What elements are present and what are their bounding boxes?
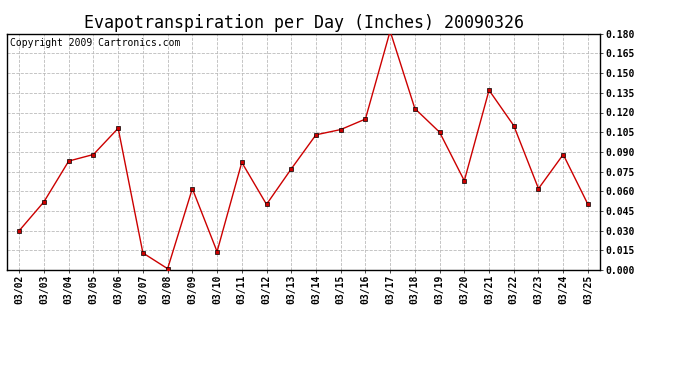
Text: Copyright 2009 Cartronics.com: Copyright 2009 Cartronics.com [10,39,180,48]
Title: Evapotranspiration per Day (Inches) 20090326: Evapotranspiration per Day (Inches) 2009… [83,14,524,32]
